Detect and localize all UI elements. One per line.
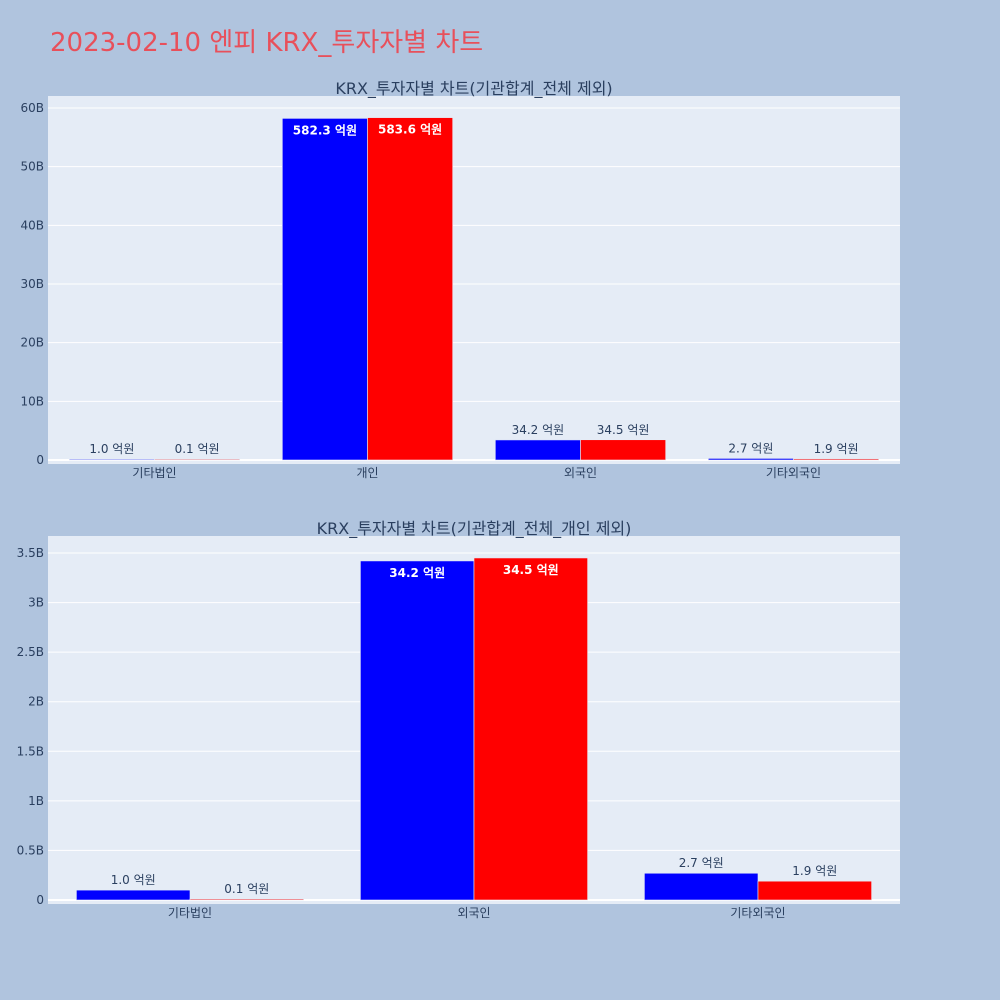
- bar-value-label: 34.2 억원: [389, 566, 445, 580]
- y-tick-label: 60B: [20, 101, 44, 115]
- y-tick-label: 1.5B: [17, 744, 44, 758]
- y-tick-label: 40B: [20, 218, 44, 232]
- x-tick-label: 외국인: [564, 466, 597, 480]
- chart-1-title: KRX_투자자별 차트(기관합계_전체 제외): [335, 79, 612, 99]
- y-tick-label: 2B: [28, 695, 44, 709]
- bar: [494, 439, 581, 461]
- bar-value-label: 1.9 억원: [792, 864, 837, 878]
- bar: [281, 118, 368, 461]
- chart-2: KRX_투자자별 차트(기관합계_전체_개인 제외) 0 0.5B 1B 1.5B 2B…: [17, 519, 900, 920]
- y-tick-label: 0: [36, 453, 44, 467]
- x-tick-label: 개인: [356, 466, 378, 480]
- page-title: 2023-02-10 엔피 KRX_투자자별 차트: [50, 28, 484, 58]
- plot-area-1: [48, 96, 900, 464]
- y-tick-label: 10B: [20, 394, 44, 408]
- bar-value-label: 0.1 억원: [175, 442, 220, 456]
- bar-value-label: 0.1 억원: [224, 882, 269, 896]
- bar-value-label: 2.7 억원: [728, 441, 773, 455]
- y-tick-label: 3B: [28, 596, 44, 610]
- y-tick-label: 0: [36, 893, 44, 907]
- bar-value-label: 1.9 억원: [814, 442, 859, 456]
- x-tick-label: 기타외국인: [730, 906, 785, 920]
- bar-value-label: 2.7 억원: [679, 856, 724, 870]
- x-tick-label: 외국인: [457, 906, 490, 920]
- bar: [473, 557, 588, 901]
- bar-value-label: 34.5 억원: [597, 423, 650, 437]
- x-tick-label: 기타법인: [168, 906, 212, 920]
- y-tick-label: 2.5B: [17, 645, 44, 659]
- y-tick-label: 30B: [20, 277, 44, 291]
- bar-value-label: 582.3 억원: [293, 123, 357, 137]
- bar: [580, 439, 666, 461]
- bar-value-label: 1.0 억원: [89, 442, 134, 456]
- bar: [707, 458, 794, 461]
- x-tick-label: 기타법인: [132, 466, 176, 480]
- bar: [69, 458, 155, 461]
- bar-value-label: 583.6 억원: [378, 123, 442, 137]
- y-tick-label: 50B: [20, 160, 44, 174]
- bar: [367, 117, 453, 461]
- y-tick-label: 1B: [28, 794, 44, 808]
- y-tick-label: 3.5B: [17, 546, 44, 560]
- bar-value-label: 1.0 억원: [111, 873, 156, 887]
- bar-value-label: 34.5 억원: [503, 563, 559, 577]
- bar-value-label: 34.2 억원: [512, 423, 565, 437]
- bar: [757, 880, 872, 901]
- y-tick-label: 0.5B: [17, 843, 44, 857]
- bar: [76, 889, 191, 901]
- bar: [644, 872, 759, 901]
- bar: [793, 458, 879, 461]
- chart-1: KRX_투자자별 차트(기관합계_전체 제외) 0 10B 20B 30B 40B 50B…: [20, 79, 900, 480]
- y-tick-label: 20B: [20, 336, 44, 350]
- bar: [360, 560, 475, 901]
- bar: [189, 898, 304, 901]
- bar: [154, 458, 240, 461]
- x-tick-label: 기타외국인: [766, 466, 821, 480]
- chart-2-title: KRX_투자자별 차트(기관합계_전체_개인 제외): [317, 519, 632, 539]
